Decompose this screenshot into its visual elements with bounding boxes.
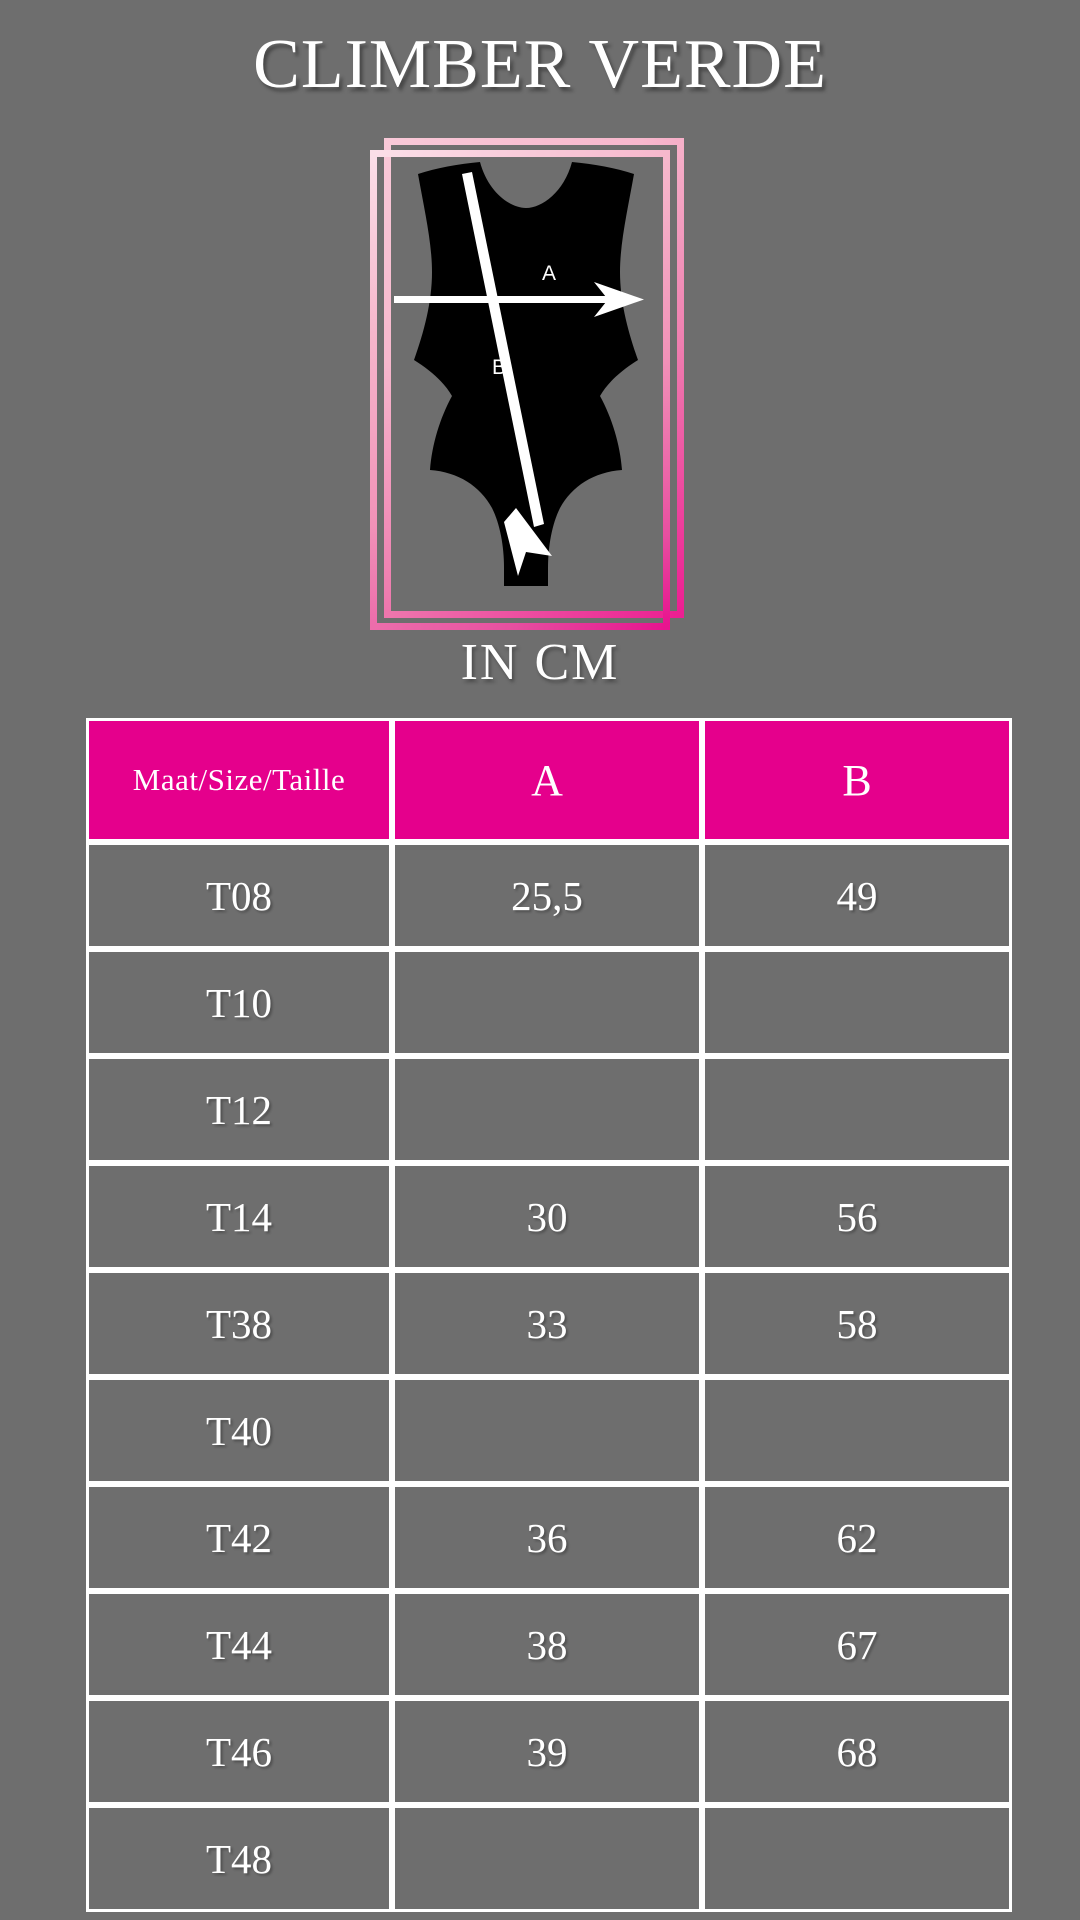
table-row: T38 33 58 <box>86 1270 1012 1377</box>
measure-b-arrow <box>462 172 552 576</box>
cell-b: 62 <box>702 1484 1012 1591</box>
garment-illustration: A B <box>0 118 1080 638</box>
cell-size: T44 <box>86 1591 392 1698</box>
cell-b <box>702 1377 1012 1484</box>
cell-size: T12 <box>86 1056 392 1163</box>
cell-size: T10 <box>86 949 392 1056</box>
leotard-silhouette-icon: A B <box>394 162 644 586</box>
column-header-b: B <box>702 718 1012 842</box>
column-header-a: A <box>392 718 702 842</box>
cell-a: 30 <box>392 1163 702 1270</box>
cell-a <box>392 1805 702 1912</box>
column-header-size: Maat/Size/Taille <box>86 718 392 842</box>
cell-a: 38 <box>392 1591 702 1698</box>
cell-b <box>702 949 1012 1056</box>
table-row: T46 39 68 <box>86 1698 1012 1805</box>
cell-b: 58 <box>702 1270 1012 1377</box>
cell-b: 49 <box>702 842 1012 949</box>
table-row: T44 38 67 <box>86 1591 1012 1698</box>
cell-size: T08 <box>86 842 392 949</box>
cell-size: T48 <box>86 1805 392 1912</box>
table-row: T48 <box>86 1805 1012 1912</box>
cell-a <box>392 1056 702 1163</box>
cell-size: T38 <box>86 1270 392 1377</box>
cell-a: 39 <box>392 1698 702 1805</box>
table-row: T08 25,5 49 <box>86 842 1012 949</box>
size-table: Maat/Size/Taille A B T08 25,5 49 T10 T12 <box>86 718 1012 1912</box>
cell-b: 68 <box>702 1698 1012 1805</box>
table-row: T42 36 62 <box>86 1484 1012 1591</box>
cell-a: 33 <box>392 1270 702 1377</box>
unit-caption: IN CM <box>460 634 620 691</box>
cell-b: 56 <box>702 1163 1012 1270</box>
size-table-header: Maat/Size/Taille A B <box>86 718 1012 842</box>
table-row: T14 30 56 <box>86 1163 1012 1270</box>
cell-size: T46 <box>86 1698 392 1805</box>
table-row: T10 <box>86 949 1012 1056</box>
measure-b-label: B <box>492 356 506 379</box>
cell-size: T40 <box>86 1377 392 1484</box>
table-header-row: Maat/Size/Taille A B <box>86 718 1012 842</box>
cell-b <box>702 1805 1012 1912</box>
cell-a: 25,5 <box>392 842 702 949</box>
cell-size: T42 <box>86 1484 392 1591</box>
cell-size: T14 <box>86 1163 392 1270</box>
cell-a <box>392 949 702 1056</box>
page-title: CLIMBER VERDE <box>253 26 827 103</box>
table-row: T12 <box>86 1056 1012 1163</box>
table-row: T40 <box>86 1377 1012 1484</box>
size-table-body: T08 25,5 49 T10 T12 T14 30 56 T38 33 <box>86 842 1012 1912</box>
cell-a <box>392 1377 702 1484</box>
cell-b: 67 <box>702 1591 1012 1698</box>
measure-a-label: A <box>542 262 556 285</box>
cell-a: 36 <box>392 1484 702 1591</box>
cell-b <box>702 1056 1012 1163</box>
measure-a-arrow <box>394 282 644 317</box>
